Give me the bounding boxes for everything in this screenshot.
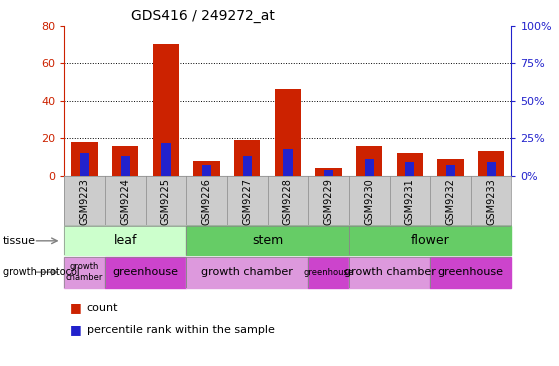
Text: flower: flower xyxy=(411,234,449,247)
Bar xyxy=(202,165,211,176)
Text: GSM9228: GSM9228 xyxy=(283,178,293,225)
Text: ■: ■ xyxy=(70,301,82,314)
Text: leaf: leaf xyxy=(113,234,137,247)
Bar xyxy=(153,44,179,176)
Bar xyxy=(405,162,414,176)
Text: GSM9227: GSM9227 xyxy=(242,178,252,225)
Text: greenhouse: greenhouse xyxy=(438,267,504,277)
Bar xyxy=(486,162,496,176)
Bar xyxy=(356,146,382,176)
Text: GSM9232: GSM9232 xyxy=(446,178,456,225)
Bar xyxy=(112,146,139,176)
Text: GDS416 / 249272_at: GDS416 / 249272_at xyxy=(131,9,275,23)
Bar xyxy=(72,142,98,176)
Text: GSM9226: GSM9226 xyxy=(202,178,211,225)
Text: growth protocol: growth protocol xyxy=(3,267,79,277)
Bar xyxy=(437,159,464,176)
Bar xyxy=(243,156,252,176)
Bar xyxy=(430,257,511,288)
Bar xyxy=(349,226,511,255)
Text: percentile rank within the sample: percentile rank within the sample xyxy=(87,325,274,335)
Bar xyxy=(446,165,455,176)
Bar xyxy=(324,170,333,176)
Bar xyxy=(186,226,349,255)
Bar xyxy=(234,140,260,176)
Text: GSM9224: GSM9224 xyxy=(120,178,130,225)
Bar xyxy=(397,153,423,176)
Bar xyxy=(315,168,342,176)
Bar xyxy=(283,149,292,176)
Bar xyxy=(162,143,170,176)
Bar xyxy=(364,159,374,176)
Text: growth chamber: growth chamber xyxy=(201,267,293,277)
Bar xyxy=(80,153,89,176)
Text: GSM9230: GSM9230 xyxy=(364,178,374,225)
Text: greenhouse: greenhouse xyxy=(304,268,354,277)
Bar xyxy=(478,151,504,176)
Bar xyxy=(274,89,301,176)
Bar xyxy=(64,257,105,288)
Text: count: count xyxy=(87,303,118,313)
Text: growth
chamber: growth chamber xyxy=(66,262,103,282)
Bar xyxy=(186,257,308,288)
Bar xyxy=(64,226,186,255)
Text: growth chamber: growth chamber xyxy=(344,267,435,277)
Text: tissue: tissue xyxy=(3,236,36,246)
Text: GSM9231: GSM9231 xyxy=(405,178,415,225)
Text: stem: stem xyxy=(252,234,283,247)
Text: GSM9233: GSM9233 xyxy=(486,178,496,225)
Bar xyxy=(121,156,130,176)
Text: GSM9225: GSM9225 xyxy=(161,178,171,225)
Bar xyxy=(193,161,220,176)
Bar xyxy=(349,257,430,288)
Text: greenhouse: greenhouse xyxy=(112,267,178,277)
Text: GSM9223: GSM9223 xyxy=(79,178,89,225)
Text: ■: ■ xyxy=(70,323,82,336)
Bar xyxy=(308,257,349,288)
Bar xyxy=(105,257,186,288)
Text: GSM9229: GSM9229 xyxy=(324,178,334,225)
